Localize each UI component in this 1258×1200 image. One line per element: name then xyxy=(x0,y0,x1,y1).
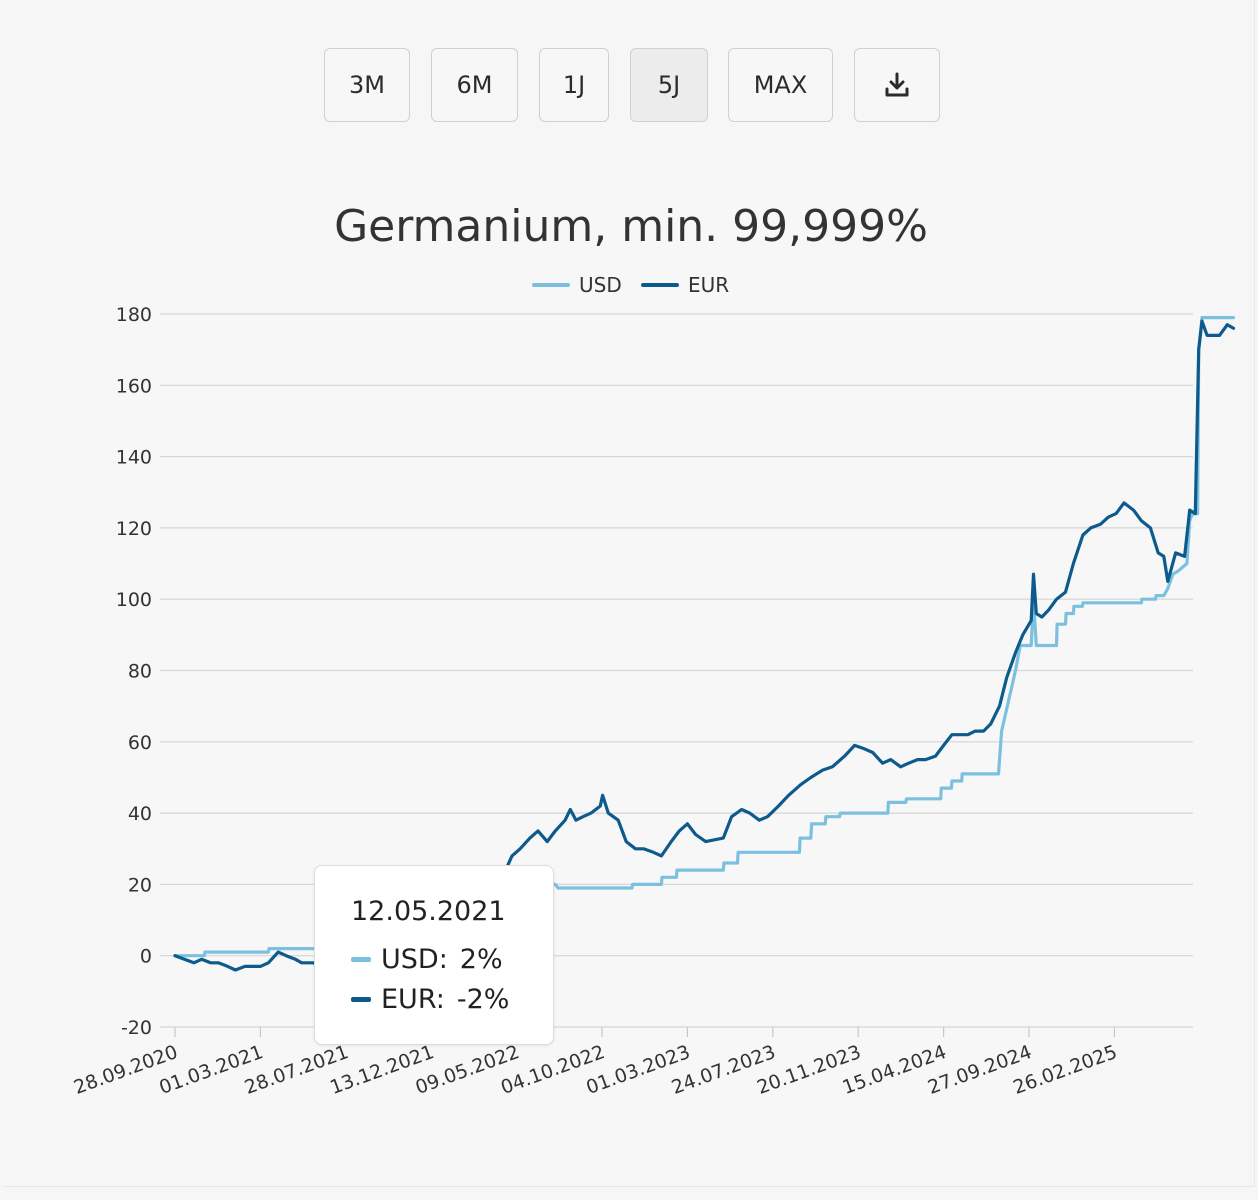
y-tick-label: 180 xyxy=(116,304,152,326)
y-tick-label: 100 xyxy=(116,589,152,611)
y-tick-label: -20 xyxy=(121,1017,152,1039)
y-tick-label: 140 xyxy=(116,447,152,469)
y-tick-label: 60 xyxy=(128,732,152,754)
tooltip: 12.05.2021 USD: 2% EUR: -2% xyxy=(314,865,554,1045)
range-button-1j[interactable]: 1J xyxy=(539,48,609,122)
y-tick-label: 120 xyxy=(116,518,152,540)
y-tick-label: 80 xyxy=(128,661,152,683)
series-line-eur[interactable] xyxy=(173,319,1236,972)
y-axis: -20 0 20 40 60 80 100 120 140 160 180 xyxy=(116,304,152,1039)
tooltip-date: 12.05.2021 xyxy=(351,896,506,927)
tooltip-row-usd: USD: 2% xyxy=(351,944,503,975)
y-tick-label: 0 xyxy=(140,946,152,968)
tooltip-eur-label: EUR: xyxy=(381,984,445,1015)
tooltip-usd-value: 2% xyxy=(459,944,503,975)
x-axis: 28.09.202001.03.202128.07.202113.12.2021… xyxy=(71,1027,1120,1099)
download-icon xyxy=(883,71,911,99)
y-tick-label: 40 xyxy=(128,803,152,825)
eur-swatch xyxy=(351,997,371,1002)
plot-lines[interactable] xyxy=(173,316,1236,972)
usd-swatch xyxy=(351,957,371,962)
range-button-6m[interactable]: 6M xyxy=(431,48,518,122)
y-tick-label: 160 xyxy=(116,375,152,397)
legend: USD EUR xyxy=(532,273,729,297)
tooltip-usd-label: USD: xyxy=(381,944,448,975)
y-tick-label: 20 xyxy=(128,874,152,896)
range-button-max[interactable]: MAX xyxy=(728,48,833,122)
series-line-usd[interactable] xyxy=(173,316,1236,958)
range-button-3m[interactable]: 3M xyxy=(324,48,410,122)
tooltip-row-eur: EUR: -2% xyxy=(351,984,509,1015)
chart-title: Germanium, min. 99,999% xyxy=(334,201,928,252)
legend-label-eur[interactable]: EUR xyxy=(688,273,729,297)
tooltip-eur-value: -2% xyxy=(456,984,510,1015)
legend-label-usd[interactable]: USD xyxy=(579,273,622,297)
download-button[interactable] xyxy=(854,48,940,122)
range-button-5j[interactable]: 5J xyxy=(630,48,708,122)
